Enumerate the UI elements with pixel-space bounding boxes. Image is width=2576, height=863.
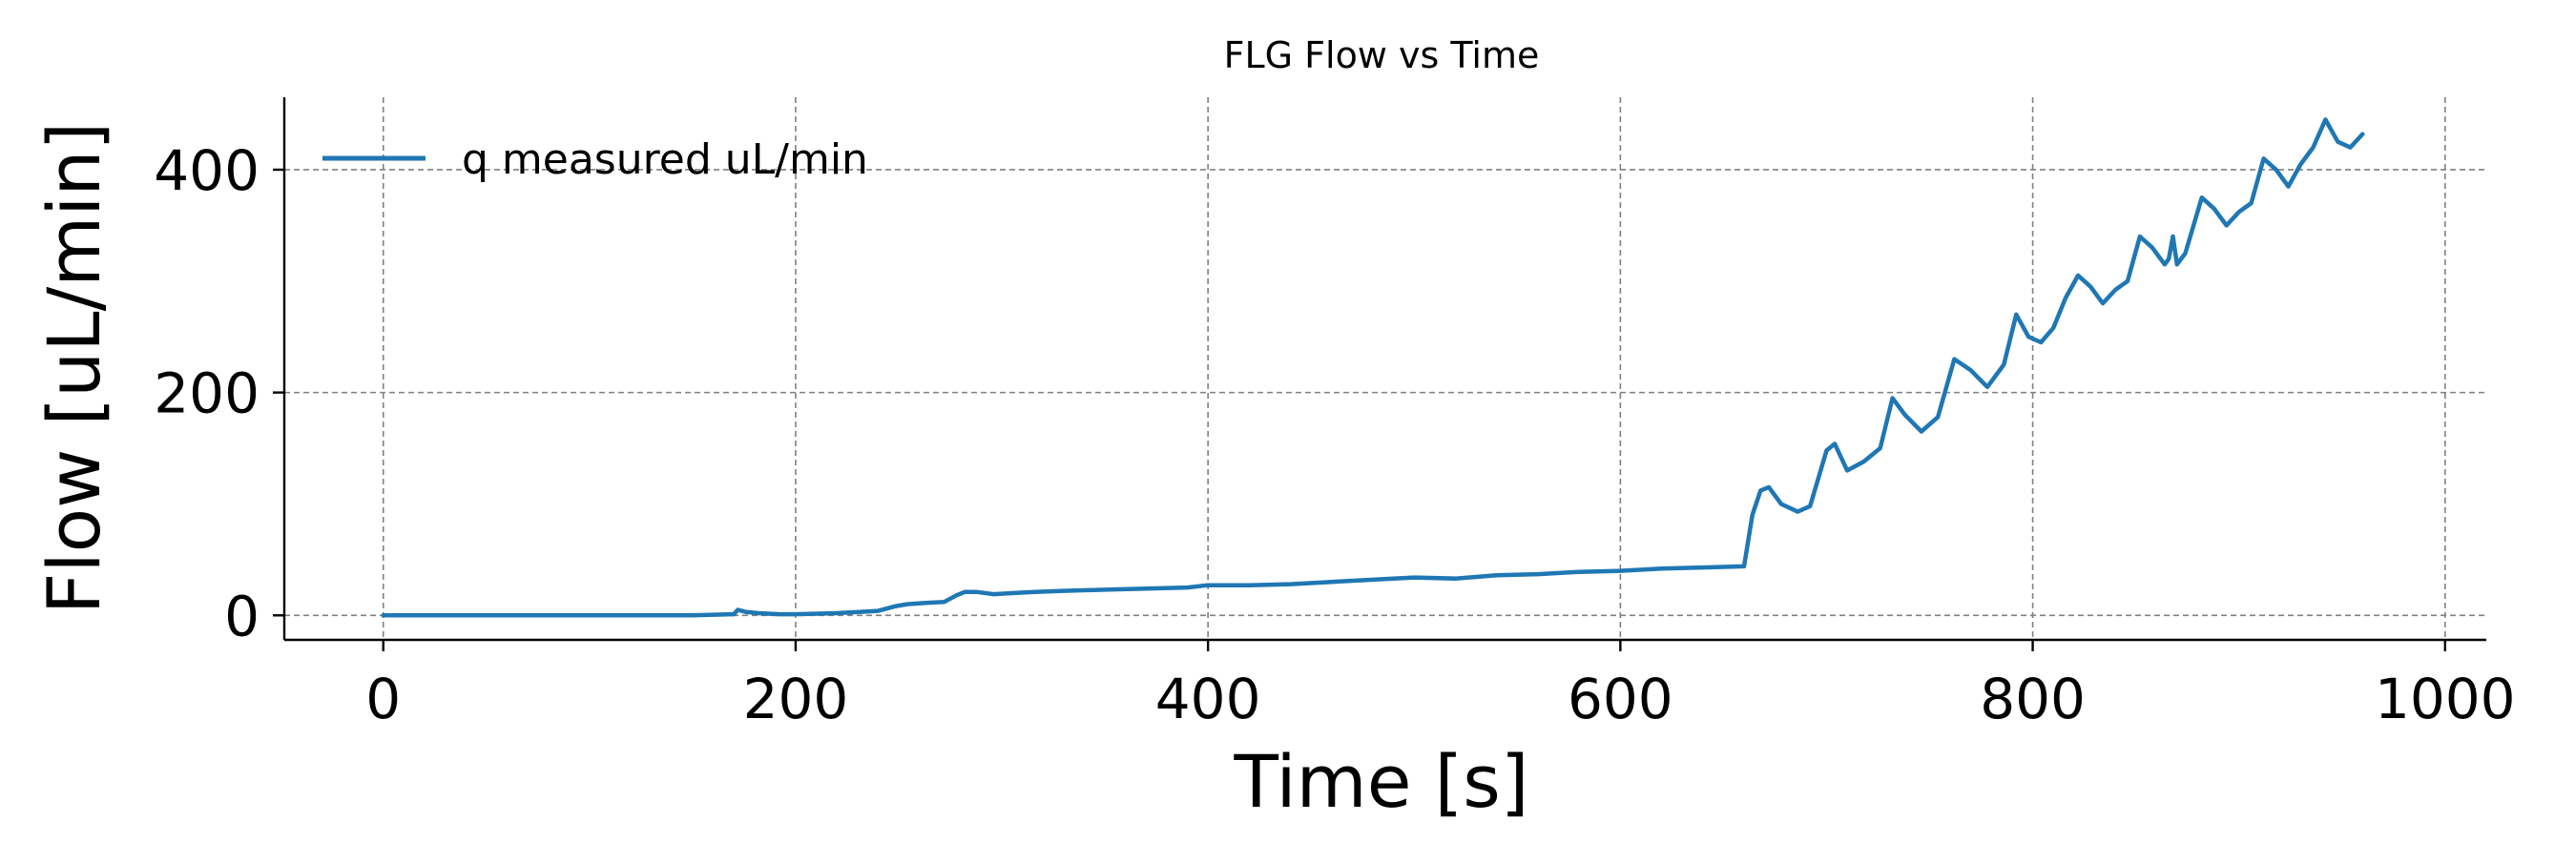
- series-layer: [381, 117, 2365, 618]
- tick-labels: 0 200 400 600 800 1000 0 200 400: [154, 138, 2515, 731]
- x-tick-label: 0: [365, 667, 401, 731]
- y-tick-label: 200: [154, 361, 260, 426]
- x-tick-label: 200: [743, 667, 849, 731]
- x-tick-label: 600: [1568, 667, 1673, 731]
- legend: q measured uL/min: [322, 135, 868, 184]
- x-tick-label: 400: [1155, 667, 1261, 731]
- axes: [282, 97, 2486, 642]
- series-line-q-measured: [381, 117, 2365, 618]
- y-axis-label: Flow [uL/min]: [31, 122, 116, 614]
- x-tick-label: 800: [1980, 667, 2086, 731]
- y-tick-label: 0: [224, 584, 260, 648]
- x-tick-label: 1000: [2375, 667, 2516, 731]
- legend-label-q-measured: q measured uL/min: [462, 135, 868, 184]
- x-axis-label: Time [s]: [1233, 739, 1528, 824]
- chart-title: FLG Flow vs Time: [1224, 34, 1540, 76]
- y-tick-label: 400: [154, 138, 260, 203]
